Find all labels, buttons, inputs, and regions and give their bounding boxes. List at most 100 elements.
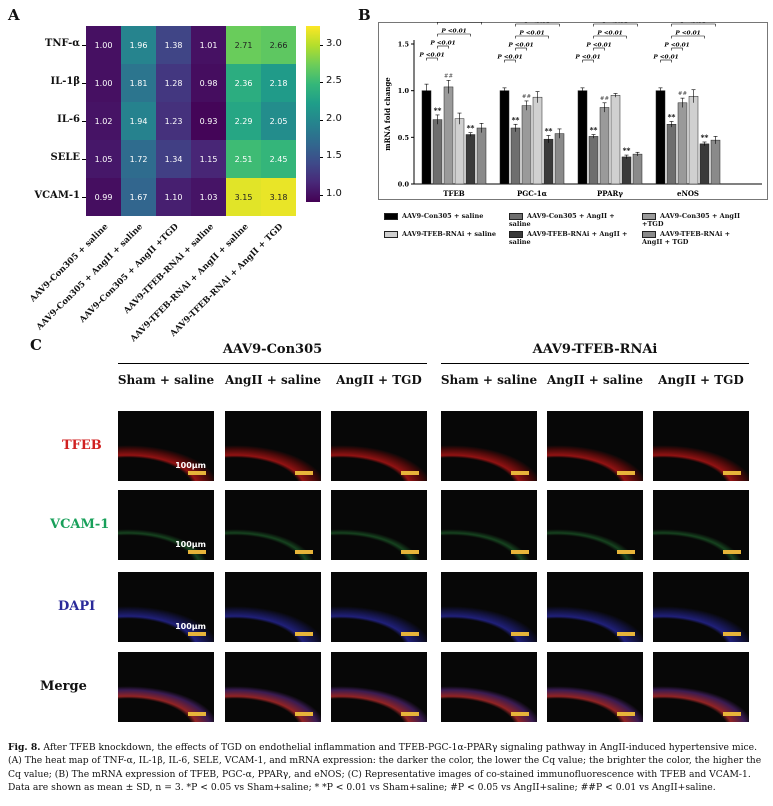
- micrograph-image: [331, 490, 427, 560]
- micrograph-image: [118, 652, 214, 722]
- legend-label: AAV9-Con305 + AngII + saline: [509, 212, 615, 228]
- micrograph-image: [441, 411, 537, 481]
- bar: [588, 136, 599, 185]
- bar: [454, 118, 465, 185]
- p-value-label: P <0.01: [663, 43, 689, 49]
- significance-star: **: [701, 133, 709, 142]
- scale-bar: [295, 632, 313, 636]
- p-value-label: P <0.01: [429, 41, 455, 47]
- heatmap-cell: 0.93: [191, 102, 226, 140]
- legend-item: AAV9-Con305 + saline: [384, 212, 509, 220]
- colorbar-tick-label: 2.0: [326, 112, 342, 124]
- colorbar-tick: [320, 194, 323, 196]
- heatmap-cell: 1.81: [121, 64, 156, 102]
- heatmap-cell: 2.29: [226, 102, 261, 140]
- micrograph-image: [441, 490, 537, 560]
- legend-swatch: [509, 212, 523, 220]
- heatmap-cell: 1.34: [156, 140, 191, 178]
- y-axis-label: mRNA fold change: [383, 77, 392, 151]
- bar: [421, 90, 432, 185]
- significance-hash: ##: [522, 94, 532, 100]
- group-title: AAV9-TFEB-RNAi: [532, 342, 658, 357]
- legend-label: AAV9-Con305 + saline: [402, 212, 484, 220]
- bar: [688, 96, 699, 185]
- heatmap-cell: 0.98: [191, 64, 226, 102]
- scale-bar: [511, 632, 529, 636]
- bar: [610, 95, 621, 185]
- p-value-label: P <0.01: [585, 43, 611, 49]
- heatmap-cell: 2.71: [226, 26, 261, 64]
- row-label: TFEB: [62, 438, 102, 453]
- bar: [443, 86, 454, 185]
- p-value-label: P <0.01: [507, 43, 533, 49]
- scale-bar-label: 100μm: [175, 540, 206, 549]
- scale-bar: [617, 550, 635, 554]
- colorbar-tick-label: 2.5: [326, 75, 342, 87]
- significance-star: **: [434, 106, 442, 115]
- y-tick-label: 0.5: [398, 134, 410, 142]
- heatmap-row-tick: [82, 45, 86, 46]
- p-value-label: P <0.01: [418, 53, 444, 59]
- group-divider: [118, 363, 427, 364]
- heatmap-colorbar: [306, 26, 320, 202]
- heatmap-row-tick: [82, 159, 86, 160]
- micrograph-image: [547, 411, 643, 481]
- scale-bar: [188, 712, 206, 716]
- scale-bar: [723, 550, 741, 554]
- legend-item: AAV9-TFEB-RNAi + AngII + saline: [509, 230, 634, 246]
- micrograph-image: [331, 572, 427, 642]
- micrograph-image: [653, 652, 749, 722]
- micrograph-image: 100μm: [118, 490, 214, 560]
- bar-chart-legend: AAV9-Con305 + saline AAV9-TFEB-RNAi + sal…: [384, 212, 769, 262]
- bar: [666, 124, 677, 185]
- scale-bar: [617, 632, 635, 636]
- chart-frame: [378, 22, 768, 200]
- heatmap-cell: 1.01: [191, 26, 226, 64]
- heatmap-cell: 2.66: [261, 26, 296, 64]
- significance-star: **: [623, 146, 631, 155]
- micrograph-image: [331, 652, 427, 722]
- scale-bar: [511, 471, 529, 475]
- heatmap-cell: 1.72: [121, 140, 156, 178]
- micrograph-image: [225, 490, 321, 560]
- bar: [710, 139, 721, 185]
- legend-item: AAV9-Con305 + AngII +TGD: [642, 212, 752, 228]
- bar: [632, 153, 643, 185]
- heatmap-row-tick: [82, 83, 86, 84]
- micrograph-image: [653, 411, 749, 481]
- significance-hash: ##: [600, 96, 610, 102]
- heatmap-cell: 0.99: [86, 178, 121, 216]
- legend-label: AAV9-TFEB-RNAi + AngII + TGD: [642, 230, 731, 246]
- legend-label: AAV9-Con305 + AngII +TGD: [642, 212, 741, 228]
- bar: [476, 127, 487, 185]
- colorbar-tick: [320, 157, 323, 159]
- heatmap-cell: 2.51: [226, 140, 261, 178]
- p-value-label: P <0.01: [596, 31, 622, 37]
- x-category-label: eNOS: [677, 189, 699, 198]
- p-value-label: P <0.01: [446, 22, 472, 23]
- x-category-label: PGC-1α: [517, 189, 548, 198]
- significance-star: **: [545, 126, 553, 135]
- scale-bar: [401, 632, 419, 636]
- scale-bar: [723, 471, 741, 475]
- heatmap-cell: 1.00: [86, 64, 121, 102]
- scale-bar: [617, 712, 635, 716]
- scale-bar: [295, 550, 313, 554]
- heatmap-row-label: IL-1β: [50, 76, 80, 87]
- scale-bar: [401, 471, 419, 475]
- heatmap-cell: 1.67: [121, 178, 156, 216]
- group-title: AAV9-Con305: [222, 342, 323, 357]
- micrograph-image: [547, 652, 643, 722]
- scale-bar: [511, 550, 529, 554]
- colorbar-tick: [320, 44, 323, 46]
- p-value-label: P <0.01: [680, 22, 706, 25]
- heatmap-cell: 1.10: [156, 178, 191, 216]
- micrograph-image: [225, 652, 321, 722]
- heatmap: TNF-α 1.00 1.96 1.38 1.01 2.71 2.66 IL-1β 1.00 1.…: [0, 0, 360, 344]
- bar: [699, 143, 710, 185]
- legend-label: AAV9-TFEB-RNAi + AngII + saline: [509, 230, 628, 246]
- scale-bar: [617, 471, 635, 475]
- bar: [432, 119, 443, 185]
- micrograph-image: [547, 572, 643, 642]
- scale-bar: [723, 632, 741, 636]
